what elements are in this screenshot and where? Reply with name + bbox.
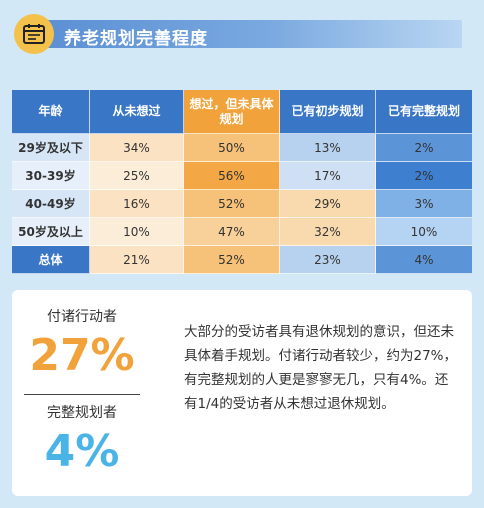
header-bar <box>36 20 462 48</box>
table-row: 总体 21% 52% 23% 4% <box>12 246 472 274</box>
table-cell: 34% <box>90 134 184 162</box>
table-cell: 10% <box>376 218 472 246</box>
column-header-age: 年龄 <box>12 90 90 134</box>
row-label: 总体 <box>12 246 90 274</box>
column-header-never: 从未想过 <box>90 90 184 134</box>
row-label: 30-39岁 <box>12 162 90 190</box>
header-icon-badge <box>14 14 54 54</box>
stat-value-action-takers: 27% <box>29 330 135 381</box>
table-cell: 17% <box>280 162 376 190</box>
table-row: 50岁及以上 10% 47% 32% 10% <box>12 218 472 246</box>
row-label: 50岁及以上 <box>12 218 90 246</box>
summary-paragraph: 大部分的受访者具有退休规划的意识，但还未具体着手规划。付诸行动者较少，约为27%… <box>184 324 458 412</box>
table-cell: 25% <box>90 162 184 190</box>
table-cell: 13% <box>280 134 376 162</box>
table-cell: 2% <box>376 162 472 190</box>
table-cell: 56% <box>184 162 280 190</box>
table-cell: 50% <box>184 134 280 162</box>
stat-label-action-takers: 付诸行动者 <box>47 309 117 325</box>
table-cell: 10% <box>90 218 184 246</box>
column-header-thought: 想过，但未具体规划 <box>184 90 280 134</box>
table-row: 29岁及以下 34% 50% 13% 2% <box>12 134 472 162</box>
table-cell: 21% <box>90 246 184 274</box>
row-label: 40-49岁 <box>12 190 90 218</box>
table-row: 40-49岁 16% 52% 29% 3% <box>12 190 472 218</box>
table-cell: 47% <box>184 218 280 246</box>
page-title: 养老规划完善程度 <box>64 29 208 49</box>
table-cell: 16% <box>90 190 184 218</box>
table-header-row: 年龄 从未想过 想过，但未具体规划 已有初步规划 已有完整规划 <box>12 90 472 134</box>
table-cell: 52% <box>184 190 280 218</box>
row-label: 29岁及以下 <box>12 134 90 162</box>
calendar-checklist-icon <box>23 24 45 44</box>
column-header-complete: 已有完整规划 <box>376 90 472 134</box>
section-header: 养老规划完善程度 <box>14 14 462 54</box>
table-cell: 23% <box>280 246 376 274</box>
stat-value-complete-planners: 4% <box>44 426 120 477</box>
summary-panel: 付诸行动者 27% 完整规划者 4% 大部分的受访者具有退休规划的意识，但还未具… <box>12 290 472 496</box>
table-cell: 29% <box>280 190 376 218</box>
table-row: 30-39岁 25% 56% 17% 2% <box>12 162 472 190</box>
planning-table: 年龄 从未想过 想过，但未具体规划 已有初步规划 已有完整规划 29岁及以下 34… <box>12 90 472 274</box>
table-cell: 3% <box>376 190 472 218</box>
table-cell: 52% <box>184 246 280 274</box>
table-cell: 32% <box>280 218 376 246</box>
column-header-initial: 已有初步规划 <box>280 90 376 134</box>
stat-label-complete-planners: 完整规划者 <box>47 405 117 421</box>
table-cell: 2% <box>376 134 472 162</box>
stat-divider <box>24 394 140 395</box>
table-cell: 4% <box>376 246 472 274</box>
